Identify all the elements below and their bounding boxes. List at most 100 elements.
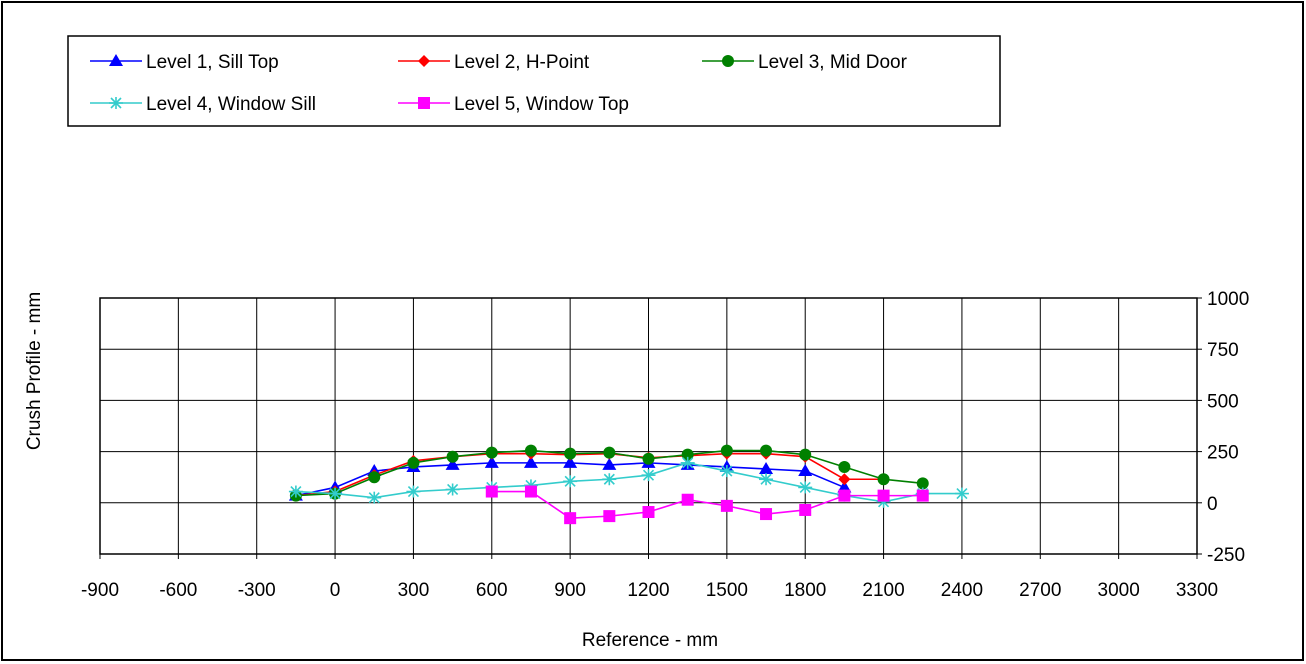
series-line <box>491 490 923 519</box>
data-point <box>406 485 421 498</box>
data-point <box>760 444 773 457</box>
legend-entry: Level 3, Mid Door <box>702 52 908 73</box>
data-point <box>759 473 774 486</box>
legend: Level 1, Sill Top Level 2, H-Point Level 3… <box>67 35 1001 127</box>
data-point <box>799 448 812 461</box>
legend-entry: Level 1, Sill Top <box>90 52 279 73</box>
data-point <box>523 455 538 468</box>
legend-label: Level 1, Sill Top <box>146 52 279 73</box>
y-tick-label: 0 <box>1207 494 1218 515</box>
y-tick-label: 1000 <box>1207 289 1249 310</box>
data-point <box>798 464 813 477</box>
legend-label: Level 3, Mid Door <box>758 52 908 73</box>
x-tick-label: -300 <box>238 580 276 601</box>
series-3 <box>289 444 929 502</box>
x-tick-label: 3300 <box>1176 580 1218 601</box>
legend-label: Level 2, H-Point <box>454 52 590 73</box>
data-point <box>916 489 929 502</box>
legend-label: Level 5, Window Top <box>454 94 629 115</box>
x-tick-label: 0 <box>330 580 341 601</box>
data-point <box>798 481 813 494</box>
legend-swatch-marker <box>418 97 430 109</box>
data-point <box>720 499 733 512</box>
legend-swatch-marker <box>722 55 734 67</box>
legend-label: Level 4, Window Sill <box>146 94 316 115</box>
data-point <box>564 447 577 460</box>
data-point <box>877 473 890 486</box>
series-5 <box>485 485 929 525</box>
data-point <box>564 512 577 525</box>
data-point <box>524 444 537 457</box>
data-point <box>446 450 459 463</box>
data-point <box>407 456 420 469</box>
data-point <box>642 452 655 465</box>
data-point <box>524 485 537 498</box>
y-tick-label: 750 <box>1207 340 1239 361</box>
x-axis-title: Reference - mm <box>582 630 718 651</box>
data-point <box>603 510 616 523</box>
data-point <box>720 444 733 457</box>
data-point <box>681 448 694 461</box>
data-point <box>485 446 498 459</box>
legend-swatch-marker <box>418 55 430 67</box>
x-tick-label: -600 <box>159 580 197 601</box>
x-tick-label: 600 <box>476 580 508 601</box>
data-point <box>799 503 812 516</box>
legend-box <box>67 35 1001 127</box>
data-point <box>680 456 695 469</box>
x-tick-label: 300 <box>398 580 430 601</box>
data-point <box>563 475 578 488</box>
data-point <box>602 473 617 486</box>
x-tick-label: -900 <box>81 580 119 601</box>
data-point <box>838 473 851 486</box>
data-point <box>445 457 460 470</box>
y-tick-label: 250 <box>1207 443 1239 464</box>
legend-entry: Level 2, H-Point <box>398 52 590 73</box>
x-tick-label: 1800 <box>784 580 826 601</box>
series-layer <box>288 444 969 525</box>
data-point <box>642 506 655 519</box>
data-point <box>681 493 694 506</box>
data-point <box>916 477 929 490</box>
data-point <box>485 485 498 498</box>
legend-swatch-marker <box>109 97 123 109</box>
data-point <box>759 462 774 475</box>
data-point <box>641 469 656 482</box>
data-point <box>563 455 578 468</box>
data-point <box>602 457 617 470</box>
y-tick-label: -250 <box>1207 545 1245 566</box>
series-line <box>295 462 962 503</box>
x-tick-label: 2100 <box>862 580 904 601</box>
data-point <box>445 483 460 496</box>
data-point <box>760 508 773 521</box>
x-tick-label: 3000 <box>1098 580 1140 601</box>
data-point <box>367 491 382 504</box>
data-point <box>877 489 890 502</box>
series-line <box>295 452 884 497</box>
x-tick-label: 2400 <box>941 580 983 601</box>
data-point <box>368 471 381 484</box>
data-point <box>484 455 499 468</box>
data-point <box>837 480 852 493</box>
y-tick-label: 500 <box>1207 391 1239 412</box>
x-tick-label: 1200 <box>627 580 669 601</box>
y-axis-title: Crush Profile - mm <box>24 292 45 450</box>
plot-frame <box>99 297 1198 555</box>
data-point <box>603 446 616 459</box>
legend-entry: Level 4, Window Sill <box>90 94 316 115</box>
x-tick-label: 1500 <box>706 580 748 601</box>
data-point <box>838 489 851 502</box>
x-tick-label: 2700 <box>1019 580 1061 601</box>
data-point <box>328 487 343 500</box>
data-point <box>719 465 734 478</box>
legend-swatch-marker <box>109 54 123 66</box>
data-point <box>838 460 851 473</box>
plot-area <box>99 297 1202 559</box>
data-point <box>954 487 969 500</box>
tick-labels: -900 -600 -300 0 300 600 900 1200 1500 1800 2100 24… <box>81 289 1249 601</box>
data-point <box>288 485 303 498</box>
legend-entry: Level 5, Window Top <box>398 94 629 115</box>
